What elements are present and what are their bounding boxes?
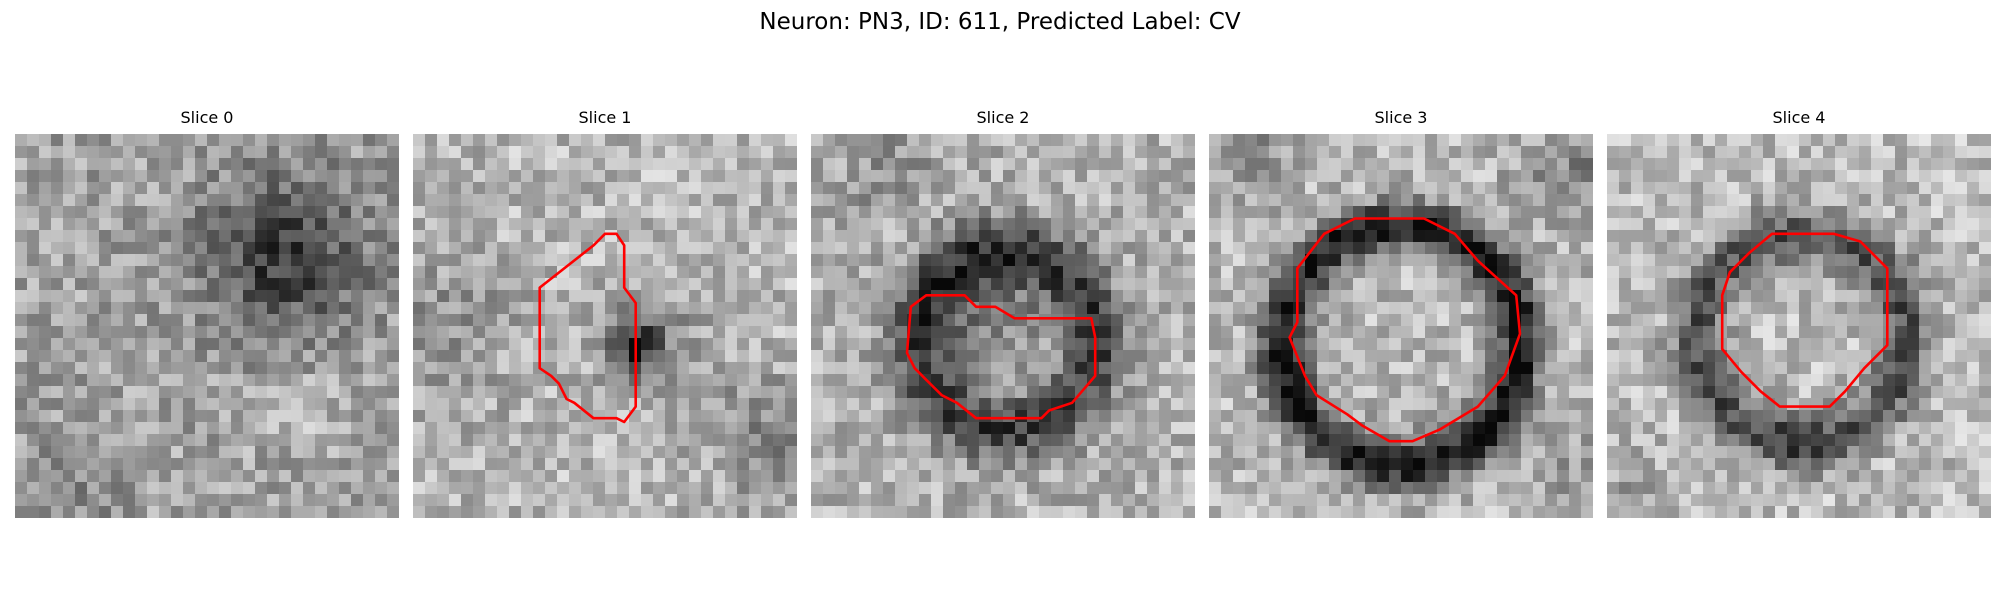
pixel-grid — [413, 134, 797, 518]
slice-panel-4: Slice 4 — [1607, 108, 1991, 526]
segmentation-contour — [905, 294, 1097, 420]
segmentation-contour — [538, 232, 637, 424]
slice-image — [811, 134, 1195, 518]
slice-title: Slice 2 — [976, 108, 1030, 127]
pixel-grid — [1209, 134, 1593, 518]
segmentation-contour — [1288, 217, 1522, 443]
pixel-grid — [1607, 134, 1991, 518]
slice-image — [1607, 134, 1991, 518]
slice-image — [1209, 134, 1593, 518]
slice-title: Slice 0 — [180, 108, 234, 127]
figure-title: Neuron: PN3, ID: 611, Predicted Label: C… — [759, 9, 1241, 35]
slice-panel-2: Slice 2 — [811, 108, 1195, 526]
slice-panel-0: Slice 0 — [15, 108, 399, 526]
slice-image — [15, 134, 399, 518]
pixel-grid — [811, 134, 1195, 518]
slice-panel-3: Slice 3 — [1209, 108, 1593, 526]
pixel-grid — [15, 134, 399, 518]
slice-title: Slice 3 — [1374, 108, 1428, 127]
segmentation-contour — [1720, 232, 1889, 408]
slice-panel-1: Slice 1 — [413, 108, 797, 526]
slice-title: Slice 4 — [1772, 108, 1826, 127]
slice-title: Slice 1 — [578, 108, 632, 127]
slice-image — [413, 134, 797, 518]
